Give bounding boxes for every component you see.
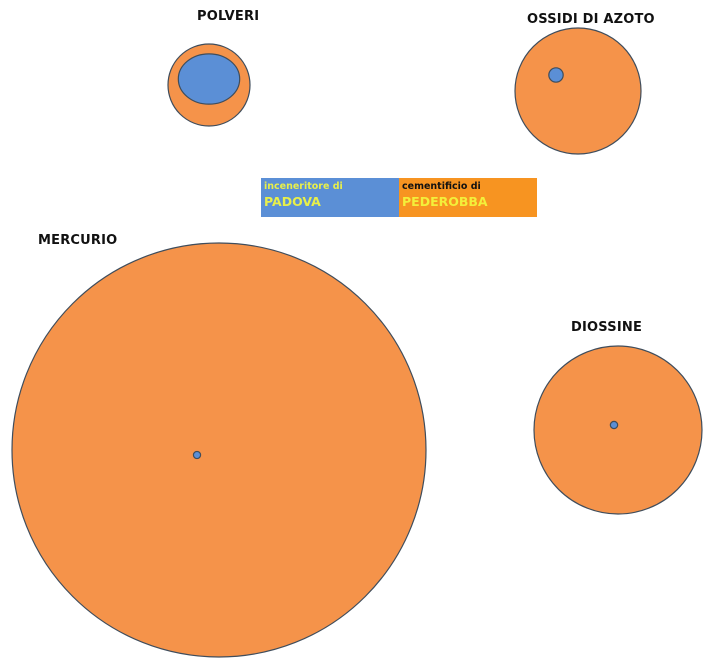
circle-inceneritore-ossidi-di-azoto xyxy=(548,67,564,83)
legend-inceneritore-line2: PADOVA xyxy=(264,194,321,209)
circle-inceneritore-diossine xyxy=(609,420,619,430)
panel-title-diossine: DIOSSINE xyxy=(571,320,643,335)
circle-inceneritore-polveri xyxy=(177,53,241,105)
legend-inceneritore-line1: inceneritore di xyxy=(264,181,343,192)
legend-cementificio-line2: PEDEROBBA xyxy=(402,194,488,209)
legend-item-cementificio: cementificio di PEDEROBBA xyxy=(399,178,537,217)
panel-title-mercurio: MERCURIO xyxy=(38,233,118,248)
legend: inceneritore di PADOVA cementificio di P… xyxy=(261,178,537,217)
panel-title-polveri: POLVERI xyxy=(197,9,260,24)
circle-inceneritore-mercurio xyxy=(192,450,202,460)
legend-cementificio-line1: cementificio di xyxy=(402,181,481,192)
circle-cementificio-mercurio xyxy=(11,242,427,658)
legend-item-inceneritore: inceneritore di PADOVA xyxy=(261,178,399,217)
circle-cementificio-diossine xyxy=(533,345,703,515)
panel-title-ossidi-di-azoto: OSSIDI DI AZOTO xyxy=(527,12,655,27)
circle-cementificio-ossidi-di-azoto xyxy=(514,27,642,155)
